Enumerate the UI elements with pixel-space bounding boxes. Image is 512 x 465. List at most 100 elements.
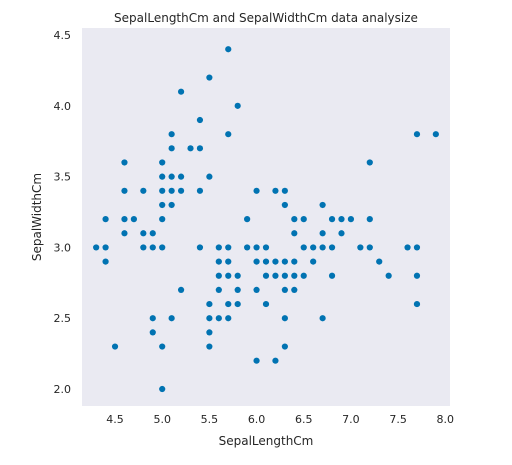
scatter-point — [253, 244, 260, 251]
scatter-point — [234, 286, 241, 294]
scatter-point — [300, 272, 307, 279]
scatter-point — [93, 244, 100, 251]
scatter-point — [300, 216, 307, 223]
scatter-point — [102, 216, 109, 223]
scatter-point — [291, 258, 298, 265]
scatter-point — [149, 244, 156, 251]
scatter-point — [206, 173, 213, 180]
scatter-point — [159, 216, 166, 223]
scatter-point — [215, 258, 222, 265]
scatter-point — [281, 315, 288, 322]
scatter-point — [328, 216, 336, 223]
scatter-point — [159, 187, 166, 194]
scatter-point — [121, 187, 128, 194]
data-points — [93, 46, 439, 393]
scatter-point — [234, 102, 241, 109]
scatter-point — [234, 300, 241, 308]
scatter-point — [159, 244, 166, 251]
scatter-point — [177, 187, 185, 194]
scatter-point — [121, 216, 128, 223]
scatter-point — [140, 187, 147, 194]
scatter-point — [253, 286, 260, 294]
scatter-point — [225, 272, 232, 279]
scatter-point — [102, 258, 109, 265]
x-tick-label: 8.0 — [437, 413, 455, 426]
scatter-point — [177, 286, 185, 294]
y-tick-label: 3.5 — [54, 171, 72, 184]
scatter-point — [319, 315, 326, 322]
scatter-point — [281, 343, 288, 350]
scatter-point — [281, 187, 288, 194]
scatter-point — [272, 187, 279, 194]
axis-ticks: 4.5 5.0 5.5 6.0 6.5 7.0 7.5 8.0 2.0 2.5 3.0 3.5 4.0 4… — [54, 29, 455, 426]
scatter-point — [111, 343, 119, 350]
scatter-point — [281, 258, 288, 265]
scatter-point — [319, 201, 326, 209]
scatter-point — [215, 286, 222, 294]
scatter-point — [413, 300, 421, 308]
scatter-point — [168, 145, 175, 152]
y-tick-label: 2.5 — [54, 312, 72, 325]
scatter-point — [215, 315, 222, 322]
scatter-point — [272, 357, 279, 364]
scatter-point — [272, 272, 279, 279]
y-tick-label: 4.5 — [54, 29, 72, 42]
scatter-point — [319, 244, 326, 251]
x-tick-label: 6.5 — [295, 413, 313, 426]
scatter-point — [215, 244, 222, 251]
scatter-point — [140, 244, 147, 251]
scatter-point — [130, 216, 137, 223]
scatter-point — [281, 272, 288, 279]
scatter-point — [366, 216, 373, 223]
y-tick-label: 4.0 — [54, 100, 72, 113]
scatter-point — [159, 173, 166, 180]
scatter-point — [168, 315, 175, 322]
scatter-point — [196, 244, 204, 251]
scatter-point — [196, 116, 204, 124]
scatter-point — [121, 159, 128, 166]
scatter-point — [262, 258, 270, 265]
scatter-point — [357, 244, 364, 251]
x-axis-label: SepalLengthCm — [219, 434, 314, 448]
scatter-point — [225, 46, 232, 53]
scatter-point — [159, 201, 166, 209]
scatter-point — [328, 272, 336, 279]
scatter-point — [404, 244, 411, 251]
scatter-point — [177, 88, 185, 95]
scatter-point — [149, 230, 156, 237]
scatter-point — [225, 244, 232, 251]
scatter-point — [291, 272, 298, 279]
scatter-point — [319, 230, 326, 237]
scatter-point — [225, 258, 232, 265]
scatter-point — [102, 244, 109, 251]
scatter-point — [262, 272, 270, 279]
scatter-point — [366, 159, 373, 166]
scatter-point — [328, 244, 336, 251]
y-axis-label: SepalWidthCm — [30, 173, 44, 261]
x-tick-label: 7.5 — [389, 413, 407, 426]
scatter-point — [140, 230, 147, 237]
scatter-point — [366, 244, 373, 251]
y-tick-label: 3.0 — [54, 241, 72, 254]
y-tick-label: 2.0 — [54, 383, 72, 396]
scatter-point — [281, 201, 288, 209]
scatter-point — [159, 343, 166, 350]
scatter-point — [272, 258, 279, 265]
scatter-point — [159, 159, 166, 166]
scatter-point — [262, 244, 270, 251]
scatter-point — [291, 216, 298, 223]
scatter-point — [168, 173, 175, 180]
chart-title: SepalLengthCm and SepalWidthCm data anal… — [114, 11, 418, 25]
x-tick-label: 5.5 — [201, 413, 219, 426]
scatter-point — [196, 187, 204, 194]
scatter-point — [206, 74, 213, 81]
scatter-point — [347, 216, 355, 223]
scatter-point — [177, 173, 185, 180]
scatter-point — [376, 258, 383, 265]
scatter-point — [168, 187, 175, 194]
scatter-point — [300, 244, 307, 251]
scatter-point — [215, 272, 222, 279]
scatter-point — [291, 230, 298, 237]
scatter-point — [432, 131, 439, 138]
scatter-point — [196, 145, 204, 152]
